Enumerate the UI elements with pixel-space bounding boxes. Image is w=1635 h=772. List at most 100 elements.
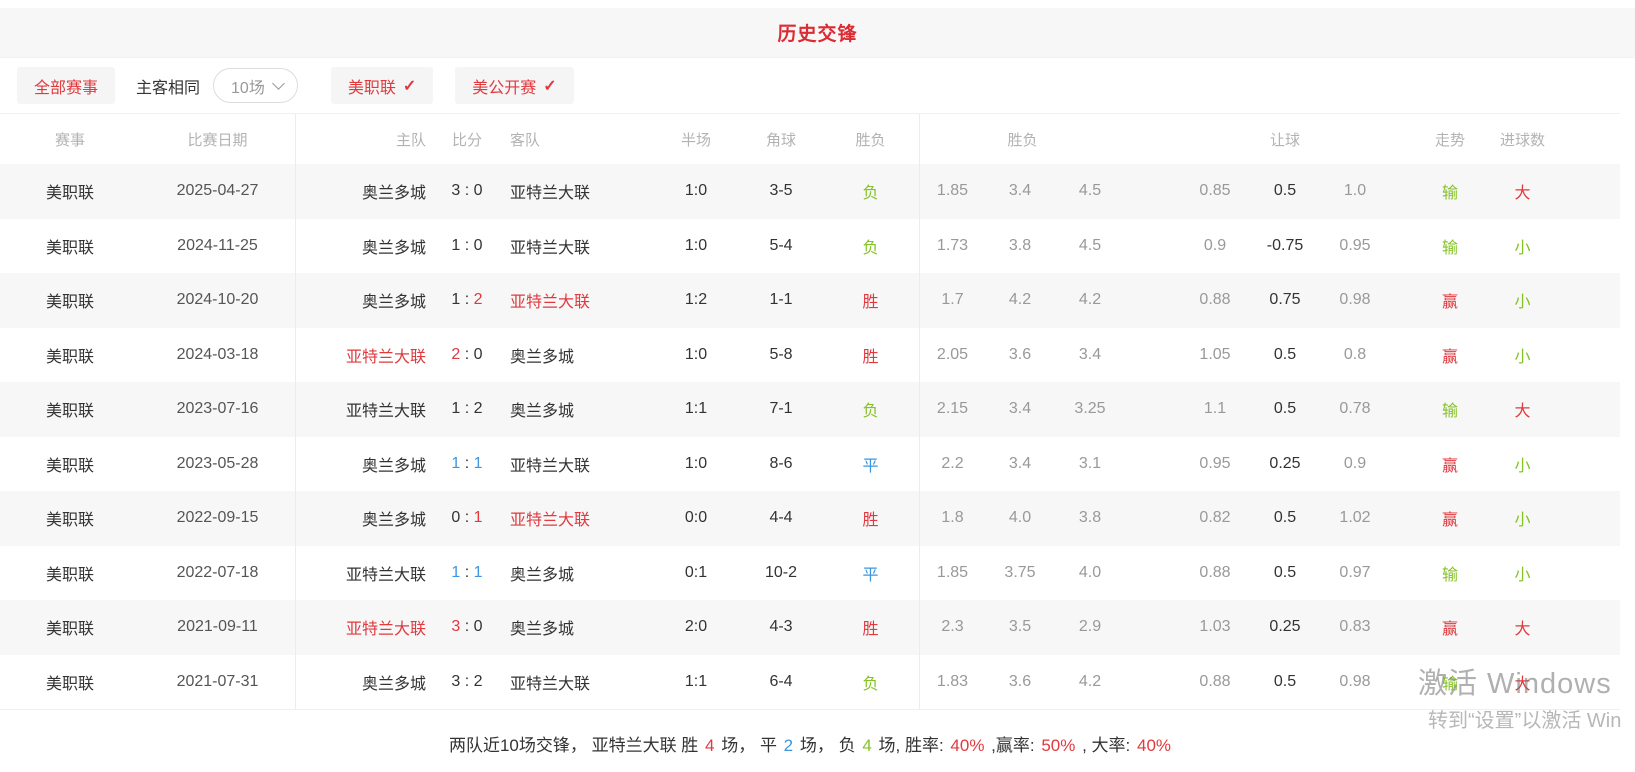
all-matches-label: 全部赛事 [34, 79, 99, 97]
cell-home-team: 奥兰多城 [361, 294, 426, 312]
cell-handicap-2: 0.5 [1273, 563, 1297, 581]
cell-goals: 小 [1514, 512, 1531, 530]
cell-handicap-2: 0.5 [1273, 509, 1297, 527]
cell-score-home: 2 [451, 345, 461, 363]
cell-score: 1 : 1 [432, 455, 502, 473]
cell-score-colon: : [460, 400, 474, 418]
cell-date: 2021-09-11 [140, 600, 296, 655]
cell-handicap-3: 1.02 [1339, 509, 1371, 527]
cell-score-away: 0 [473, 182, 483, 200]
col-header-trend: 走势 [1434, 131, 1465, 149]
cell-score-colon: : [460, 236, 474, 254]
cell-win-odds-2: 3.75 [1004, 563, 1036, 581]
cell-win-odds-3: 4.5 [1078, 236, 1102, 254]
cell-handicap-3: 0.95 [1339, 236, 1371, 254]
cell-date: 2025-04-27 [140, 164, 296, 219]
cell-away-team: 亚特兰大联 [510, 185, 591, 203]
cell-home-team: 奥兰多城 [361, 675, 426, 693]
cell-score: 1 : 2 [432, 291, 502, 309]
cell-date: 2023-05-28 [140, 436, 296, 491]
cell-corners: 6-4 [769, 672, 793, 690]
cell-league: 美职联 [45, 457, 94, 475]
cell-goals: 大 [1514, 675, 1531, 693]
cell-corners: 5-4 [769, 236, 793, 254]
table-body: 美职联 2025-04-27 奥兰多城 3 : 0 亚特兰大联 1:0 3-5 负 1.85 3.… [0, 164, 1620, 710]
league-filter-mls[interactable]: 美职联 ✓ [330, 67, 434, 104]
cell-handicap-1: 0.82 [1199, 509, 1231, 527]
cell-away-team: 亚特兰大联 [510, 457, 591, 475]
cell-score-colon: : [460, 454, 474, 472]
league-filter-us-open[interactable]: 美公开赛 ✓ [455, 67, 574, 104]
check-icon: ✓ [402, 77, 417, 95]
cell-score-colon: : [460, 291, 474, 309]
summary-segment: 场， 平 [716, 736, 782, 755]
cell-handicap-1: 0.88 [1199, 291, 1231, 309]
cell-score: 3 : 0 [432, 182, 502, 200]
all-matches-button[interactable]: 全部赛事 [17, 67, 116, 104]
cell-league: 美职联 [45, 403, 94, 421]
cell-handicap-2: 0.5 [1273, 672, 1297, 690]
cell-win-odds-1: 1.7 [941, 291, 964, 309]
section-title-bar: 历史交锋 [0, 8, 1635, 58]
summary-segment: 场, 胜率: [873, 736, 949, 755]
cell-halftime: 1:0 [684, 454, 708, 472]
summary-segment: , 大率: [1077, 736, 1135, 755]
cell-home-team: 奥兰多城 [361, 239, 426, 257]
cell-score: 3 : 2 [432, 673, 502, 691]
cell-away-team: 亚特兰大联 [510, 239, 591, 257]
match-count-dropdown[interactable]: 10场 [213, 68, 298, 103]
cell-trend: 赢 [1441, 348, 1458, 366]
cell-win-odds-1: 1.73 [936, 236, 969, 254]
cell-league: 美职联 [45, 348, 94, 366]
h2h-summary-line: 两队近10场交锋， 亚特兰大联 胜 4 场， 平 2 场， 负 4 场, 胜率:… [0, 710, 1620, 756]
cell-corners: 8-6 [769, 454, 793, 472]
league-us-open-label: 美公开赛 [472, 79, 537, 97]
cell-trend: 赢 [1441, 294, 1458, 312]
cell-win-odds-3: 4.0 [1078, 563, 1102, 581]
cell-handicap-2: 0.5 [1273, 345, 1297, 363]
cell-home-team: 亚特兰大联 [345, 403, 426, 421]
cell-score-home: 1 [451, 291, 461, 309]
col-header-corners: 角球 [765, 131, 796, 149]
col-group-header-handicap: 让球 [1269, 131, 1300, 149]
cell-handicap-3: 0.98 [1339, 672, 1371, 690]
cell-result: 负 [822, 382, 920, 437]
col-header-result: 胜负 [822, 114, 920, 164]
cell-league: 美职联 [45, 294, 94, 312]
match-row: 美职联 2025-04-27 奥兰多城 3 : 0 亚特兰大联 1:0 3-5 负 1.85 3.… [0, 164, 1620, 219]
cell-score: 2 : 0 [432, 346, 502, 364]
cell-result: 胜 [822, 600, 920, 655]
cell-away-team: 亚特兰大联 [510, 675, 591, 693]
cell-halftime: 1:1 [684, 672, 708, 690]
cell-date: 2022-07-18 [140, 545, 296, 600]
cell-win-odds-3: 4.5 [1078, 182, 1102, 200]
cell-handicap-1: 0.88 [1199, 563, 1231, 581]
match-count-value: 10场 [231, 79, 265, 97]
cell-goals: 小 [1514, 457, 1531, 475]
summary-segment: ,赢率: [986, 736, 1040, 755]
cell-away-team: 奥兰多城 [510, 621, 575, 639]
col-header-date: 比赛日期 [140, 114, 296, 164]
cell-win-odds-2: 4.2 [1008, 291, 1032, 309]
col-header-halftime: 半场 [680, 131, 711, 149]
cell-halftime: 1:0 [684, 236, 708, 254]
cell-win-odds-2: 4.0 [1008, 509, 1032, 527]
cell-handicap-2: 0.5 [1273, 182, 1297, 200]
cell-corners: 4-4 [769, 509, 793, 527]
cell-win-odds-2: 3.4 [1008, 182, 1032, 200]
cell-result: 胜 [822, 273, 920, 328]
cell-trend: 赢 [1441, 621, 1458, 639]
cell-league: 美职联 [45, 512, 94, 530]
cell-win-odds-1: 1.85 [936, 563, 969, 581]
cell-result: 平 [822, 436, 920, 491]
cell-league: 美职联 [45, 185, 94, 203]
cell-score-colon: : [460, 618, 474, 636]
cell-home-team: 奥兰多城 [361, 457, 426, 475]
cell-win-odds-3: 3.8 [1078, 509, 1102, 527]
cell-score-away: 2 [473, 291, 483, 309]
cell-win-odds-2: 3.6 [1008, 672, 1032, 690]
cell-handicap-2: 0.25 [1269, 618, 1301, 636]
cell-trend: 输 [1441, 185, 1458, 203]
cell-halftime: 1:0 [684, 345, 708, 363]
match-row: 美职联 2024-11-25 奥兰多城 1 : 0 亚特兰大联 1:0 5-4 负 1.73 3.… [0, 218, 1620, 273]
